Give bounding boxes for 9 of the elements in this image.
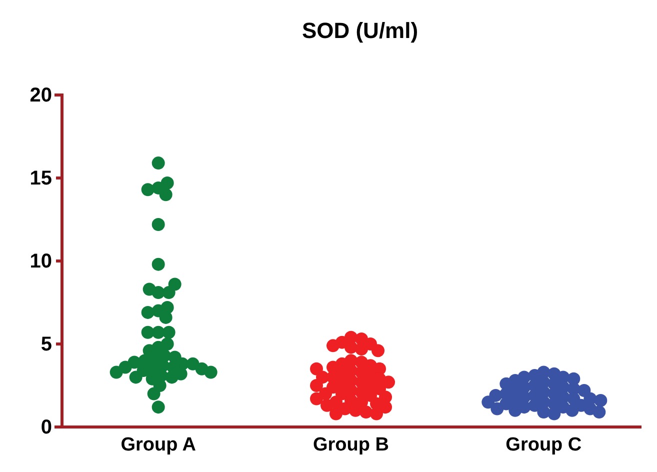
y-tick-label: 5 <box>40 333 52 356</box>
x-tick-label: Group B <box>313 434 389 456</box>
y-tick-label: 20 <box>30 84 52 106</box>
x-tick-label: Group C <box>506 434 582 456</box>
y-tick-label: 15 <box>30 167 52 190</box>
chart-title: SOD (U/ml) <box>302 18 418 43</box>
x-tick-label: Group A <box>120 434 196 456</box>
y-tick-label: 10 <box>30 250 52 272</box>
y-tick-label: 0 <box>40 416 52 438</box>
